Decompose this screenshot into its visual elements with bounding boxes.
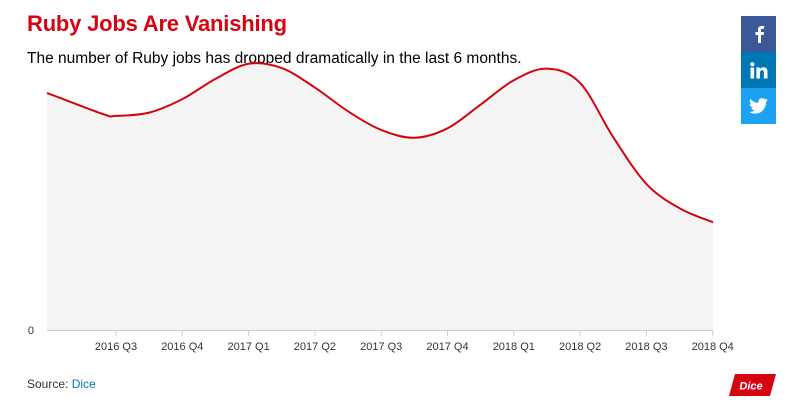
x-tick-label: 2017 Q4 (426, 341, 468, 353)
source-prefix: Source: (27, 377, 72, 391)
twitter-icon (749, 98, 768, 114)
x-tick-label: 2017 Q1 (227, 341, 269, 353)
area-fill (47, 63, 713, 330)
linkedin-icon (749, 61, 768, 79)
share-bar (741, 16, 776, 124)
x-tick-label: 2018 Q4 (692, 341, 734, 353)
x-tick-label: 2018 Q2 (559, 341, 601, 353)
x-tick-label: 2016 Q4 (161, 341, 203, 353)
chart-title: Ruby Jobs Are Vanishing (27, 11, 287, 36)
x-tick-label: 2017 Q2 (294, 341, 336, 353)
linkedin-share-button[interactable] (741, 52, 776, 88)
x-tick-label: 2017 Q3 (360, 341, 402, 353)
y-tick-label: 0 (28, 325, 34, 337)
source-link[interactable]: Dice (71, 377, 96, 391)
series-line (46, 62, 714, 224)
facebook-share-button[interactable] (741, 16, 776, 52)
x-tick-label: 2018 Q3 (625, 341, 667, 353)
y-axis: 0 (28, 325, 34, 337)
dice-logo-text: Dice (739, 381, 762, 393)
x-tick-label: 2016 Q3 (95, 341, 137, 353)
facebook-icon (753, 25, 765, 43)
chart-subtitle: The number of Ruby jobs has dropped dram… (27, 50, 522, 67)
twitter-share-button[interactable] (741, 88, 776, 124)
source-note: Source: Dice (27, 377, 96, 391)
x-tick-label: 2018 Q1 (493, 341, 535, 353)
dice-logo: Dice (729, 374, 776, 396)
x-axis: 2016 Q3 2016 Q4 2017 Q1 2017 Q2 2017 Q3 2017 … (95, 330, 734, 353)
